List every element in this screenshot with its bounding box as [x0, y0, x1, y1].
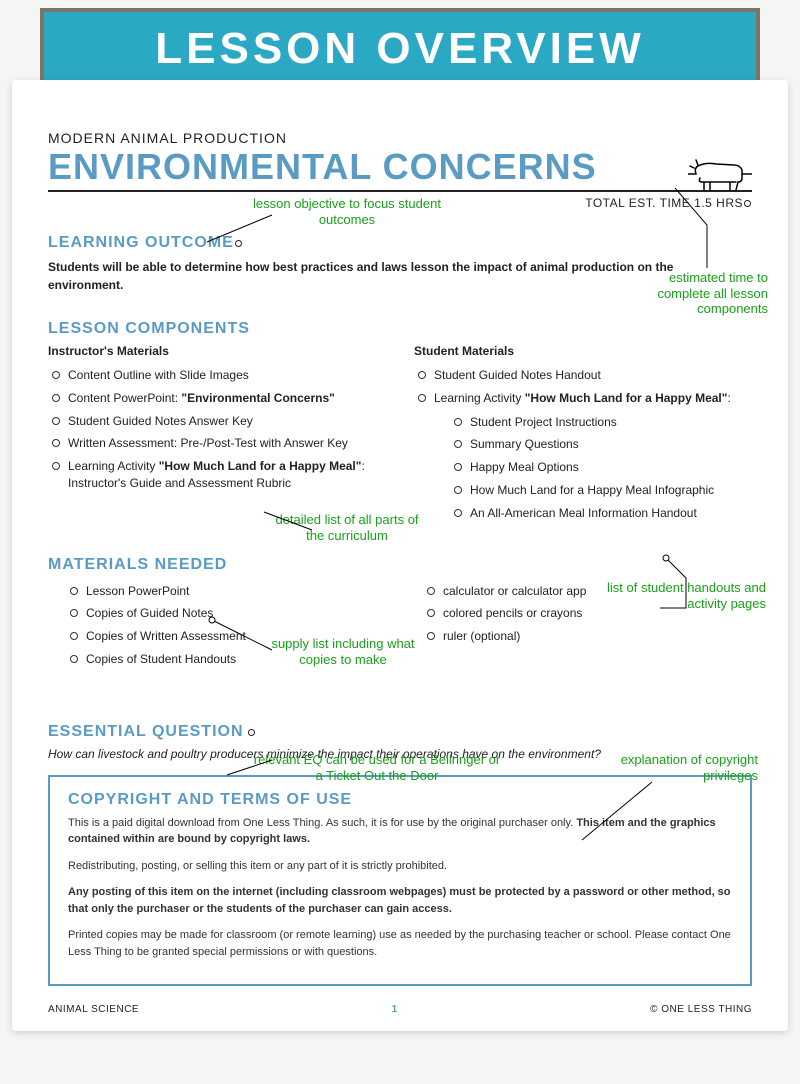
materials-left-list: Lesson PowerPointCopies of Guided NotesC…: [66, 580, 395, 671]
instructor-subhead: Instructor's Materials: [48, 344, 386, 358]
time-row: TOTAL EST. TIME 1.5 HRS: [48, 196, 752, 210]
list-item: Learning Activity "How Much Land for a H…: [52, 455, 386, 495]
materials-heading: MATERIALS NEEDED: [48, 556, 227, 574]
learning-outcome-text: Students will be able to determine how b…: [48, 258, 752, 294]
title-row: ENVIRONMENTAL CONCERNS: [48, 146, 752, 192]
list-item: How Much Land for a Happy Meal Infograph…: [454, 479, 752, 502]
list-item: Student Guided Notes Answer Key: [52, 410, 386, 433]
components-heading: LESSON COMPONENTS: [48, 320, 250, 338]
copyright-box: COPYRIGHT AND TERMS OF USE This is a pai…: [48, 775, 752, 987]
components-columns: Instructor's Materials Content Outline w…: [48, 344, 752, 528]
list-item: Student Project Instructions: [454, 411, 752, 434]
time-label: TOTAL EST. TIME 1.5 HRS: [585, 196, 743, 210]
footer-page: 1: [392, 1004, 398, 1015]
list-item: Happy Meal Options: [454, 456, 752, 479]
copyright-p3: Any posting of this item on the internet…: [68, 884, 732, 917]
copyright-p1: This is a paid digital download from One…: [68, 815, 732, 848]
subject-line: MODERN ANIMAL PRODUCTION: [48, 130, 752, 146]
list-item: An All-American Meal Information Handout: [454, 502, 752, 525]
page-title: ENVIRONMENTAL CONCERNS: [48, 146, 688, 188]
learning-outcome-heading: LEARNING OUTCOME: [48, 234, 234, 252]
list-item: colored pencils or crayons: [427, 602, 752, 625]
student-subhead: Student Materials: [414, 344, 752, 358]
list-item: calculator or calculator app: [427, 580, 752, 603]
list-item: Copies of Student Handouts: [70, 648, 395, 671]
time-marker: [744, 200, 751, 207]
copyright-heading: COPYRIGHT AND TERMS OF USE: [68, 791, 352, 809]
list-item: Summary Questions: [454, 433, 752, 456]
instructor-list: Content Outline with Slide ImagesContent…: [48, 364, 386, 495]
outcome-marker: [235, 240, 242, 247]
banner: LESSON OVERVIEW: [40, 8, 760, 86]
list-item: Content PowerPoint: "Environmental Conce…: [52, 387, 386, 410]
copyright-p2: Redistributing, posting, or selling this…: [68, 858, 732, 875]
footer: ANIMAL SCIENCE 1 © ONE LESS THING: [48, 1004, 752, 1015]
footer-right: © ONE LESS THING: [650, 1004, 752, 1015]
cow-icon: [688, 154, 752, 192]
list-item: Written Assessment: Pre-/Post-Test with …: [52, 432, 386, 455]
student-list: Student Guided Notes HandoutLearning Act…: [414, 364, 752, 528]
list-item: Content Outline with Slide Images: [52, 364, 386, 387]
footer-left: ANIMAL SCIENCE: [48, 1004, 139, 1015]
list-item: Copies of Written Assessment: [70, 625, 395, 648]
eq-heading: ESSENTIAL QUESTION: [48, 723, 244, 741]
list-item: Student Guided Notes Handout: [418, 364, 752, 387]
list-item: Copies of Guided Notes: [70, 602, 395, 625]
materials-columns: Lesson PowerPointCopies of Guided NotesC…: [48, 580, 752, 671]
list-item: ruler (optional): [427, 625, 752, 648]
page: MODERN ANIMAL PRODUCTION ENVIRONMENTAL C…: [12, 80, 788, 1031]
eq-marker: [248, 729, 255, 736]
copyright-p4: Printed copies may be made for classroom…: [68, 927, 732, 960]
banner-title: LESSON OVERVIEW: [44, 24, 756, 74]
materials-right-list: calculator or calculator appcolored penc…: [423, 580, 752, 648]
list-item: Lesson PowerPoint: [70, 580, 395, 603]
eq-text: How can livestock and poultry producers …: [48, 747, 752, 761]
list-item: Learning Activity "How Much Land for a H…: [418, 387, 752, 528]
